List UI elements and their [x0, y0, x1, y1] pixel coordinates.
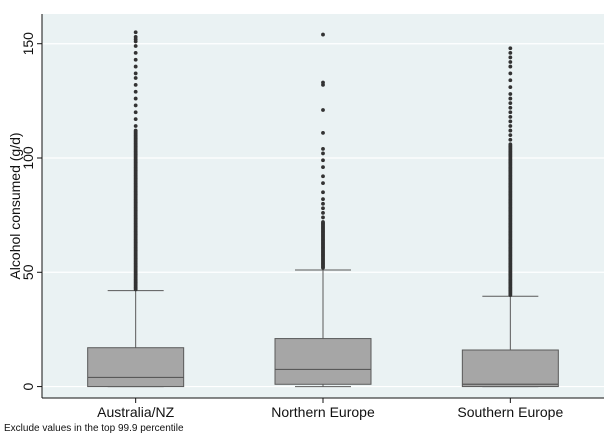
outlier-dense-2 — [508, 142, 513, 147]
outlier-point-1-7 — [321, 174, 325, 179]
x-tick-label-0: Australia/NZ — [97, 404, 174, 420]
outlier-point-2-7 — [508, 105, 513, 110]
outlier-point-0-5 — [133, 89, 138, 94]
outlier-point-1-13 — [321, 108, 325, 112]
outlier-point-1-8 — [321, 165, 325, 170]
y-tick-label-150: 150 — [20, 32, 36, 56]
outlier-point-0-7 — [133, 76, 138, 80]
outlier-point-0-1 — [133, 117, 138, 122]
outlier-points — [133, 30, 513, 298]
outlier-point-2-8 — [508, 101, 513, 106]
outlier-point-0-16 — [133, 30, 138, 35]
outlier-point-0-4 — [133, 96, 138, 101]
x-tick-label-1: Northern Europe — [271, 404, 375, 420]
y-tick-label-50: 50 — [20, 264, 36, 280]
outlier-point-0-11 — [133, 50, 138, 55]
outlier-point-2-11 — [508, 85, 513, 90]
outlier-point-1-5 — [321, 190, 325, 195]
outlier-point-1-15 — [321, 80, 325, 85]
y-axis-title: Alcohol consumed (g/d) — [7, 132, 23, 279]
outlier-point-2-13 — [508, 71, 513, 76]
outlier-point-2-4 — [508, 119, 513, 124]
outlier-point-1-3 — [321, 201, 325, 206]
outlier-point-2-0 — [508, 137, 513, 142]
outlier-point-2-3 — [508, 124, 513, 128]
outlier-point-1-6 — [321, 181, 325, 186]
outlier-point-2-9 — [508, 96, 513, 101]
x-axis-ticks: Australia/NZ Northern Europe Southern Euro… — [97, 398, 563, 420]
box-2 — [461, 349, 559, 388]
outlier-point-2-5 — [508, 114, 513, 119]
outlier-point-0-9 — [133, 64, 138, 69]
outlier-point-1-1 — [321, 210, 325, 215]
outlier-point-2-18 — [508, 46, 513, 51]
y-tick-label-100: 100 — [20, 146, 36, 170]
outlier-point-1-10 — [321, 151, 325, 156]
outlier-point-2-1 — [508, 133, 513, 138]
outlier-point-0-15 — [133, 34, 138, 39]
outlier-point-0-0 — [133, 124, 138, 128]
outlier-point-2-12 — [508, 78, 513, 83]
y-axis-ticks: 0 50 100 150 — [20, 32, 42, 390]
outlier-point-2-16 — [508, 55, 513, 60]
outlier-point-2-17 — [508, 50, 513, 55]
y-tick-label-0: 0 — [20, 382, 36, 390]
outlier-point-0-2 — [133, 110, 138, 115]
outlier-point-2-14 — [508, 64, 513, 69]
outlier-point-0-12 — [133, 44, 138, 48]
outlier-point-2-2 — [508, 128, 513, 133]
outlier-point-1-11 — [321, 146, 325, 151]
outlier-point-1-4 — [321, 197, 325, 202]
boxes — [87, 338, 559, 388]
x-tick-label-2: Southern Europe — [457, 404, 563, 420]
outlier-point-0-6 — [133, 82, 138, 87]
outlier-point-2-15 — [508, 60, 513, 64]
chart-note: Exclude values in the top 99.9 percentil… — [4, 423, 184, 434]
outlier-point-1-9 — [321, 158, 325, 163]
box-0 — [87, 347, 185, 388]
outlier-dense-0 — [133, 128, 138, 133]
outlier-point-2-10 — [508, 92, 513, 96]
outlier-point-0-8 — [133, 71, 138, 76]
outlier-point-1-12 — [321, 130, 325, 135]
outlier-point-0-10 — [133, 57, 138, 62]
outlier-point-1-0 — [321, 215, 325, 220]
box-1 — [274, 338, 372, 385]
outlier-point-1-16 — [321, 32, 325, 37]
outlier-point-0-3 — [133, 103, 138, 108]
outlier-point-2-6 — [508, 110, 513, 115]
outlier-point-1-2 — [321, 206, 325, 211]
outlier-dense-1 — [321, 220, 325, 224]
